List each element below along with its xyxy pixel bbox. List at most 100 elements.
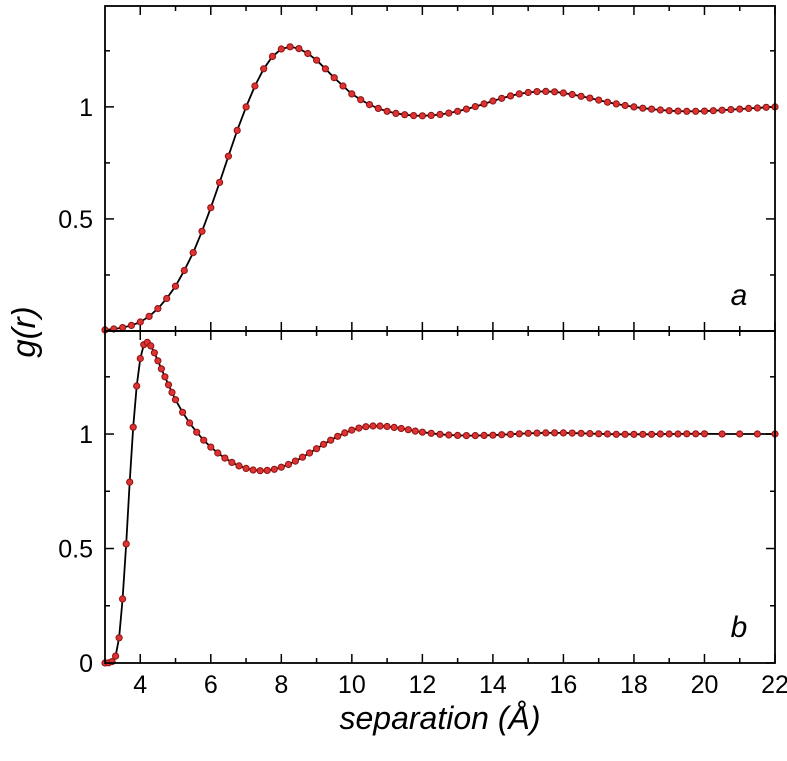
data-markers (101, 43, 779, 334)
data-point (436, 110, 444, 119)
data-point (436, 430, 444, 438)
data-point (401, 111, 409, 119)
panel-frame (104, 5, 776, 332)
data-point (700, 430, 709, 438)
data-point (489, 97, 497, 105)
data-point (692, 430, 700, 438)
data-point (154, 305, 162, 313)
panel-letter: b (731, 611, 748, 644)
panel-frame (104, 330, 776, 664)
data-point (533, 429, 541, 437)
data-point (568, 90, 576, 99)
data-point (277, 45, 285, 53)
data-point (462, 105, 470, 113)
data-point (700, 107, 709, 115)
data-point (145, 312, 153, 320)
data-point (112, 652, 120, 660)
data-point (489, 431, 497, 439)
data-point (568, 429, 576, 437)
data-point (122, 540, 130, 548)
data-point (727, 106, 735, 114)
data-point (639, 104, 647, 112)
data-point (674, 107, 682, 115)
data-point (683, 430, 691, 438)
data-point (418, 428, 426, 436)
data-point (418, 112, 426, 120)
data-point (762, 103, 770, 111)
data-point (334, 432, 342, 440)
data-point (427, 111, 435, 120)
data-point (154, 357, 162, 365)
data-point (249, 466, 257, 474)
data-point (150, 349, 158, 357)
data-point (136, 318, 144, 326)
y-axis-label: g(r) (5, 306, 42, 358)
data-point (268, 52, 277, 61)
data-point (542, 429, 550, 437)
data-point (216, 178, 224, 186)
data-point (179, 408, 187, 416)
x-tick-label: 20 (691, 671, 719, 699)
data-point (277, 463, 285, 471)
panel-letter: a (731, 279, 748, 312)
data-point (630, 430, 638, 438)
data-point (462, 432, 470, 440)
panel-a: 0.5 1 a (58, 5, 779, 334)
data-point (656, 430, 665, 438)
data-point (242, 103, 250, 111)
data-point (147, 342, 155, 350)
data-point (383, 422, 391, 431)
data-point (603, 430, 612, 438)
data-point (189, 249, 197, 257)
data-point (228, 458, 236, 466)
y-tick-label: 0 (79, 650, 93, 678)
data-point (171, 282, 180, 290)
data-point (506, 92, 515, 100)
data-point (392, 109, 400, 118)
data-point (454, 107, 462, 115)
data-point (480, 100, 488, 108)
data-point (577, 429, 585, 437)
x-tick-label: 8 (274, 671, 288, 699)
data-point (161, 373, 169, 381)
data-point (692, 107, 700, 115)
data-point (454, 431, 462, 439)
x-tick-label: 18 (620, 671, 648, 699)
data-point (198, 227, 206, 235)
data-point (286, 43, 294, 51)
data-point (242, 464, 250, 472)
data-point (251, 82, 259, 90)
data-point (665, 430, 673, 438)
data-point (551, 88, 559, 96)
data-point (298, 453, 307, 461)
fit-line (104, 45, 776, 331)
data-point (186, 419, 194, 427)
data-point (411, 427, 419, 435)
data-point (129, 423, 137, 431)
data-point (471, 103, 479, 111)
data-point (126, 478, 134, 486)
data-point (621, 430, 629, 438)
data-point (639, 430, 647, 438)
data-point (612, 430, 620, 438)
data-point (445, 109, 453, 117)
data-point (542, 87, 550, 96)
data-point (180, 266, 188, 275)
data-point (745, 104, 753, 113)
data-point (524, 88, 532, 97)
data-point (674, 430, 682, 438)
data-point (427, 429, 435, 437)
data-point (365, 101, 374, 109)
data-point (736, 430, 744, 438)
data-point (586, 430, 594, 438)
data-point (357, 96, 365, 104)
data-point (214, 449, 222, 457)
data-point (207, 204, 215, 212)
data-point (586, 94, 594, 102)
data-point (295, 45, 303, 53)
data-point (648, 430, 656, 438)
data-point (171, 396, 180, 404)
y-tick-label: 0.5 (58, 536, 93, 564)
data-point (665, 107, 673, 115)
x-tick-label: 10 (338, 671, 366, 699)
